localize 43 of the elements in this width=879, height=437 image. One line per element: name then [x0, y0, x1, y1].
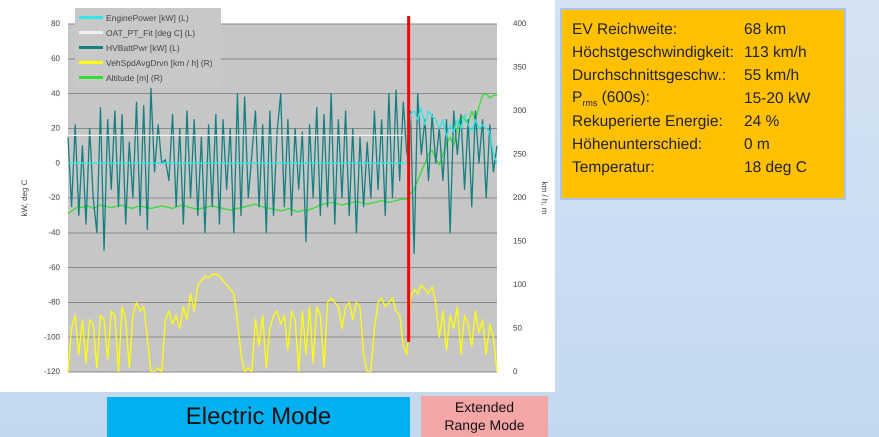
y-tick-label: 20: [51, 124, 61, 133]
y2-tick-label: 100: [513, 280, 527, 290]
text: 15-20 kW: [744, 90, 810, 108]
text: P$_{rms}$ (600s):: [572, 88, 651, 108]
text: Temperatur:: [572, 158, 656, 176]
y-tick-label: 60: [51, 54, 61, 64]
y2-tick-label: 350: [513, 62, 527, 72]
text: Extended Range Mode: [421, 396, 548, 437]
y-tick-label: -60: [48, 262, 61, 272]
text: 0 m: [744, 136, 770, 154]
text: Höchstgeschwindigkeit:: [572, 44, 735, 62]
text: 24 %: [744, 112, 780, 130]
y2-tick-label: 400: [513, 19, 527, 28]
y-tick-label: -80: [48, 298, 61, 307]
y-tick-label: -100: [44, 332, 61, 342]
text: 18 deg C: [744, 158, 807, 176]
text: Höhenunterschied:: [572, 136, 704, 154]
legend-label: EnginePower [kW] (L): [106, 12, 189, 22]
legend-label: OAT_PT_Fit [deg C] (L): [106, 28, 196, 38]
y2-tick-label: 250: [513, 150, 527, 159]
legend-label: Altitude [m] (R): [106, 72, 163, 82]
text: 55 km/h: [744, 66, 800, 84]
y2-tick-label: 0: [513, 367, 518, 376]
y-tick-label: 80: [51, 19, 61, 28]
y2-tick-label: 200: [513, 193, 527, 202]
text: 113 km/h: [744, 44, 807, 62]
y2-tick-label: 150: [513, 236, 527, 246]
y2-tick-label: 300: [513, 106, 527, 116]
text: 68 km: [744, 20, 786, 38]
text: Durchschnittsgeschw.:: [572, 66, 728, 84]
legend-label: VehSpdAvgDrvn [km / h] (R): [106, 58, 213, 68]
y2-tick-label: 50: [513, 324, 522, 333]
y-axis-title: kW, deg C: [20, 179, 30, 216]
y-tick-label: -20: [48, 193, 61, 202]
y-tick-label: -120: [44, 367, 61, 376]
text: Electric Mode: [107, 397, 410, 437]
y-tick-label: 40: [51, 88, 61, 98]
y2-axis-title: km / h, m: [540, 182, 549, 215]
text: Rekuperierte Energie:: [572, 112, 724, 130]
legend-label: HVBattPwr [kW] (L): [106, 42, 180, 52]
text: EV Reichweite:: [572, 20, 678, 38]
y-tick-label: -40: [48, 228, 61, 238]
y-tick-label: 0: [56, 158, 61, 168]
